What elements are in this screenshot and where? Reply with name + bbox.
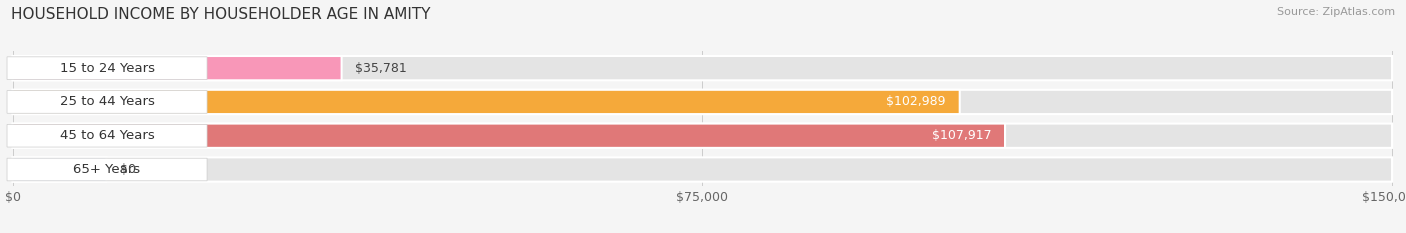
Text: 45 to 64 Years: 45 to 64 Years [59, 129, 155, 142]
FancyBboxPatch shape [7, 91, 207, 113]
Text: $107,917: $107,917 [932, 129, 991, 142]
FancyBboxPatch shape [13, 123, 1392, 148]
FancyBboxPatch shape [13, 56, 342, 80]
FancyBboxPatch shape [13, 123, 1005, 148]
Text: $35,781: $35,781 [356, 62, 408, 75]
Text: $0: $0 [120, 163, 136, 176]
FancyBboxPatch shape [7, 57, 207, 79]
Text: $102,989: $102,989 [886, 96, 946, 108]
FancyBboxPatch shape [13, 90, 1392, 114]
Text: 65+ Years: 65+ Years [73, 163, 141, 176]
Text: HOUSEHOLD INCOME BY HOUSEHOLDER AGE IN AMITY: HOUSEHOLD INCOME BY HOUSEHOLDER AGE IN A… [11, 7, 430, 22]
Text: Source: ZipAtlas.com: Source: ZipAtlas.com [1277, 7, 1395, 17]
Text: 15 to 24 Years: 15 to 24 Years [59, 62, 155, 75]
FancyBboxPatch shape [13, 90, 960, 114]
FancyBboxPatch shape [7, 124, 207, 147]
FancyBboxPatch shape [7, 158, 207, 181]
FancyBboxPatch shape [13, 56, 1392, 80]
FancyBboxPatch shape [13, 157, 107, 182]
FancyBboxPatch shape [13, 157, 1392, 182]
Text: 25 to 44 Years: 25 to 44 Years [59, 96, 155, 108]
